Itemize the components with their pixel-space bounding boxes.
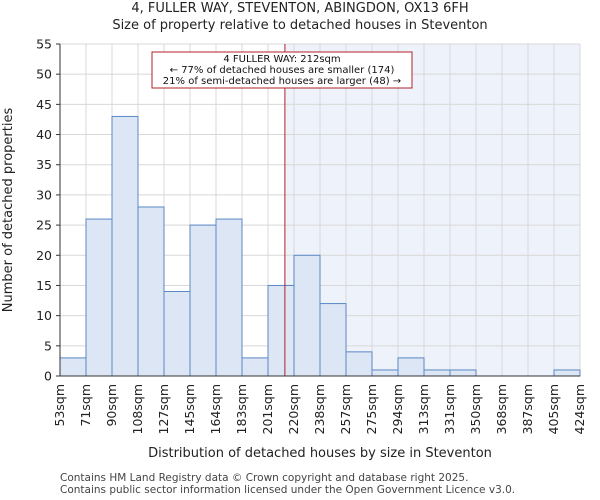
x-tick-label: 220sqm: [286, 384, 301, 434]
x-tick-label: 387sqm: [520, 384, 535, 434]
x-tick-label: 127sqm: [156, 384, 171, 434]
footer-line-2: Contains public sector information licen…: [60, 484, 516, 496]
bar: [111, 115, 139, 377]
y-tick-label: 15: [36, 278, 52, 293]
bar: [137, 206, 165, 377]
x-tick-label: 201sqm: [260, 384, 275, 434]
bar: [371, 369, 399, 377]
y-tick-label: 10: [36, 308, 52, 323]
bar: [189, 224, 217, 377]
y-tick-label: 25: [36, 218, 52, 233]
x-tick-label: 108sqm: [130, 384, 145, 434]
bar: [85, 218, 113, 377]
bar: [319, 303, 347, 377]
y-tick-label: 45: [36, 97, 52, 112]
x-tick-label: 238sqm: [312, 384, 327, 434]
bar: [267, 284, 295, 377]
bar: [397, 357, 425, 377]
bar: [241, 357, 269, 377]
x-tick-label: 90sqm: [104, 384, 119, 427]
bar: [163, 290, 191, 377]
x-tick-label: 424sqm: [572, 384, 587, 434]
y-tick-label: 40: [36, 127, 52, 142]
x-tick-label: 331sqm: [442, 384, 457, 434]
x-tick-label: 145sqm: [182, 384, 197, 434]
x-tick-label: 405sqm: [546, 384, 561, 434]
bar: [423, 369, 451, 377]
bar: [553, 369, 581, 377]
x-tick-label: 294sqm: [390, 384, 405, 434]
y-tick-label: 20: [36, 248, 52, 263]
bar: [293, 254, 321, 377]
annotation-box: [151, 51, 413, 89]
x-tick-label: 257sqm: [338, 384, 353, 434]
bar: [215, 218, 243, 377]
y-tick-label: 35: [36, 157, 52, 172]
bar: [59, 357, 87, 377]
chart-subtitle: Size of property relative to detached ho…: [112, 18, 488, 33]
x-tick-label: 53sqm: [52, 384, 67, 427]
chart-title: 4, FULLER WAY, STEVENTON, ABINGDON, OX13…: [131, 1, 469, 16]
x-tick-label: 368sqm: [494, 384, 509, 434]
y-tick-label: 50: [36, 67, 52, 82]
bar: [345, 351, 373, 377]
y-tick-label: 0: [44, 369, 52, 384]
annotation-larger: 21% of semi-detached houses are larger (…: [163, 76, 401, 87]
x-axis-title: Distribution of detached houses by size …: [148, 446, 492, 461]
bar: [449, 369, 477, 377]
y-tick-label: 5: [44, 338, 52, 353]
x-tick-label: 275sqm: [364, 384, 379, 434]
y-axis-title: Number of detached properties: [1, 108, 16, 313]
y-tick-label: 30: [36, 187, 52, 202]
x-tick-label: 71sqm: [78, 384, 93, 427]
footer-line-1: Contains HM Land Registry data © Crown c…: [60, 472, 469, 484]
x-tick-label: 350sqm: [468, 384, 483, 434]
x-tick-label: 164sqm: [208, 384, 223, 434]
annotation-title: 4 FULLER WAY: 212sqm: [223, 54, 340, 65]
x-tick-label: 313sqm: [416, 384, 431, 434]
annotation-smaller: ← 77% of detached houses are smaller (17…: [170, 65, 395, 76]
y-tick-label: 55: [36, 37, 52, 52]
x-tick-label: 183sqm: [234, 384, 249, 434]
